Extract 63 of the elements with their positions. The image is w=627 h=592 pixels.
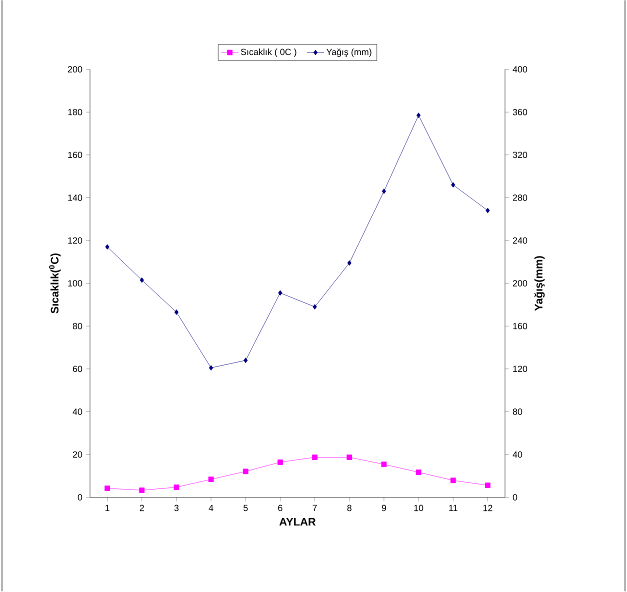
y-tick-label: 160 <box>68 152 82 158</box>
y2-tick-label: 320 <box>512 152 528 158</box>
point <box>208 365 214 371</box>
x-tick-label: 5 <box>243 505 248 512</box>
y2-tick-label: 120 <box>513 366 528 372</box>
y-tick-label: 80 <box>72 323 82 330</box>
y-tick-label: 60 <box>72 366 82 372</box>
y2-tick-label: 400 <box>512 66 528 73</box>
point <box>346 454 352 460</box>
point <box>381 462 387 468</box>
point <box>208 476 214 482</box>
y2-tick-label: 280 <box>512 194 528 202</box>
point <box>485 482 490 488</box>
x-tick-label: 1 <box>105 505 110 512</box>
x-tick-label: 9 <box>382 505 386 512</box>
x-tick-label: 12 <box>483 505 492 512</box>
point <box>451 182 456 188</box>
point <box>278 290 282 296</box>
point <box>242 468 248 474</box>
y-axis-title: Sıcaklık($^{0}$C) <box>49 254 61 314</box>
y2-axis-title: Yağış(mm) <box>534 256 545 312</box>
y-tick-label: 140 <box>68 194 82 202</box>
point <box>244 358 248 364</box>
x-axis-title: AYLAR <box>279 518 316 526</box>
point <box>347 260 352 266</box>
y2-tick-label: 40 <box>512 452 522 458</box>
y-tick-label: 0 <box>78 494 82 501</box>
x-tick-label: 11 <box>449 505 458 512</box>
y2-tick-label: 240 <box>512 238 528 244</box>
y2-tick-label: 200 <box>512 280 528 287</box>
y-tick-label: 20 <box>72 452 82 458</box>
x-tick-label: 2 <box>140 505 144 512</box>
point <box>140 278 144 283</box>
point <box>139 488 145 494</box>
point <box>416 470 422 476</box>
point <box>312 304 317 310</box>
y2-tick-label: 360 <box>512 109 528 116</box>
point <box>105 244 110 250</box>
point <box>312 454 318 460</box>
x-tick-label: 8 <box>347 505 352 512</box>
x-tick-label: 10 <box>414 505 424 512</box>
point <box>486 208 490 214</box>
legend-label: Yağış (mm) <box>326 48 372 58</box>
point <box>174 484 180 490</box>
y-tick-label: 120 <box>68 238 82 244</box>
x-tick-label: 4 <box>208 505 214 512</box>
legend-label: Sıcaklık ( 0C ) <box>240 48 296 58</box>
point <box>174 310 179 316</box>
y-tick-label: 180 <box>68 109 82 116</box>
point <box>278 460 283 466</box>
point <box>104 486 110 492</box>
y-tick-label: 100 <box>68 280 82 287</box>
x-tick-label: 7 <box>312 505 317 512</box>
point <box>416 112 421 118</box>
x-tick-label: 6 <box>278 505 282 512</box>
x-tick-label: 3 <box>174 505 179 512</box>
point <box>450 478 456 484</box>
point <box>382 188 386 194</box>
y2-tick-label: 80 <box>512 408 522 416</box>
y-tick-label: 40 <box>72 408 82 416</box>
y2-tick-label: 0 <box>512 494 518 501</box>
y2-tick-label: 160 <box>513 323 528 330</box>
y-tick-label: 200 <box>68 66 82 73</box>
